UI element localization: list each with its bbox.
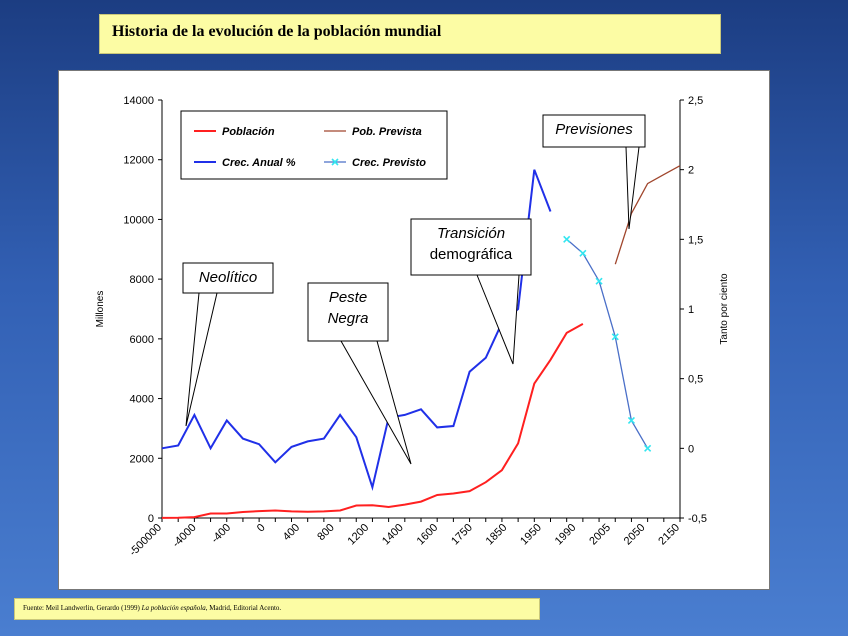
legend-marker bbox=[331, 158, 339, 166]
series-marker bbox=[644, 444, 652, 452]
series-marker bbox=[563, 235, 571, 243]
callout-text-peste-negra: Peste bbox=[329, 289, 367, 306]
callout-pointer bbox=[340, 340, 412, 465]
x-tick-label: 1600 bbox=[415, 522, 441, 548]
x-tick-label: 1950 bbox=[518, 522, 544, 548]
source-author: Fuente: Meil Landwerlin, Gerardo (1999) bbox=[23, 604, 140, 612]
x-tick-label: -400 bbox=[209, 522, 233, 546]
source-publisher: , Madrid, Editorial Acento. bbox=[205, 604, 282, 612]
y-tick-label: 6000 bbox=[130, 334, 154, 346]
y-tick-label: 14000 bbox=[123, 95, 154, 107]
series-marker bbox=[579, 249, 587, 257]
callout-box bbox=[182, 262, 274, 294]
callout-pointer bbox=[476, 274, 520, 365]
y-tick-label: 4000 bbox=[130, 394, 154, 406]
y2-tick-label: 1,5 bbox=[688, 234, 703, 246]
y-tick-label: 0 bbox=[148, 513, 154, 525]
legend-label: Población bbox=[222, 126, 275, 138]
source-banner: Fuente: Meil Landwerlin, Gerardo (1999) … bbox=[14, 598, 540, 620]
y-axis-title: Millones bbox=[95, 291, 106, 328]
y-tick-label: 2000 bbox=[130, 453, 154, 465]
callout-pointer bbox=[625, 146, 640, 230]
y-tick-label: 12000 bbox=[123, 155, 154, 167]
x-tick-label: 1750 bbox=[449, 522, 475, 548]
x-tick-label: -500000 bbox=[127, 522, 164, 559]
x-tick-label: 2005 bbox=[587, 522, 613, 548]
chart-frame: 0 2000 4000 6000 8000 10000 12000 14000 -0,5 0 0,5… bbox=[58, 70, 770, 590]
x-tick-label: 2150 bbox=[656, 522, 682, 548]
legend-box bbox=[180, 110, 448, 180]
series-marker bbox=[611, 333, 619, 341]
callout-box bbox=[542, 114, 646, 148]
series-line-0 bbox=[161, 323, 584, 519]
population-chart: 02000400060008000100001200014000-0,500,5… bbox=[95, 95, 730, 559]
callout-box bbox=[307, 282, 389, 342]
y2-tick-label: 2 bbox=[688, 165, 694, 177]
source-book: La población española bbox=[141, 604, 206, 612]
x-tick-label: 1990 bbox=[553, 522, 579, 548]
title-banner: Historia de la evolución de la población… bbox=[99, 14, 721, 54]
y2-tick-label: 0 bbox=[688, 443, 694, 455]
series-line-3 bbox=[566, 238, 649, 449]
y-tick-label: 8000 bbox=[130, 274, 154, 286]
x-tick-label: 400 bbox=[281, 522, 302, 543]
callout-box bbox=[410, 218, 532, 276]
y-tick-label: 10000 bbox=[123, 214, 154, 226]
legend-label: Crec. Previsto bbox=[352, 157, 426, 169]
legend-label: Pob. Prevista bbox=[352, 126, 422, 138]
x-tick-label: 1850 bbox=[484, 522, 510, 548]
y2-tick-label: 2,5 bbox=[688, 95, 703, 107]
series-line-1 bbox=[614, 165, 681, 265]
legend-label: Crec. Anual % bbox=[222, 157, 296, 169]
callout-pointer bbox=[185, 292, 218, 427]
callout-text-peste-negra: Negra bbox=[328, 310, 369, 327]
y2-tick-label: -0,5 bbox=[688, 513, 707, 525]
callout-text-neolitico: Neolítico bbox=[199, 269, 257, 286]
x-tick-label: 1400 bbox=[380, 522, 406, 548]
x-tick-label: 0 bbox=[255, 522, 268, 535]
x-tick-label: 2050 bbox=[622, 522, 648, 548]
series-line-2 bbox=[161, 169, 552, 492]
chart-title: Historia de la evolución de la población… bbox=[112, 23, 442, 40]
y2-tick-label: 0,5 bbox=[688, 374, 703, 386]
y2-tick-label: 1 bbox=[688, 304, 694, 316]
y2-axis-title: Tanto por ciento bbox=[719, 273, 730, 345]
series-marker bbox=[627, 416, 636, 425]
callout-text-transicion: demográfica bbox=[430, 246, 513, 263]
x-tick-label: 800 bbox=[315, 522, 336, 543]
callout-text-transicion: Transición bbox=[437, 225, 505, 242]
series-marker bbox=[595, 277, 603, 285]
x-tick-label: -4000 bbox=[170, 522, 198, 550]
callout-text-previsiones: Previsiones bbox=[555, 121, 633, 138]
x-tick-label: 1200 bbox=[346, 522, 372, 548]
source-note: Fuente: Meil Landwerlin, Gerardo (1999) … bbox=[23, 604, 281, 612]
